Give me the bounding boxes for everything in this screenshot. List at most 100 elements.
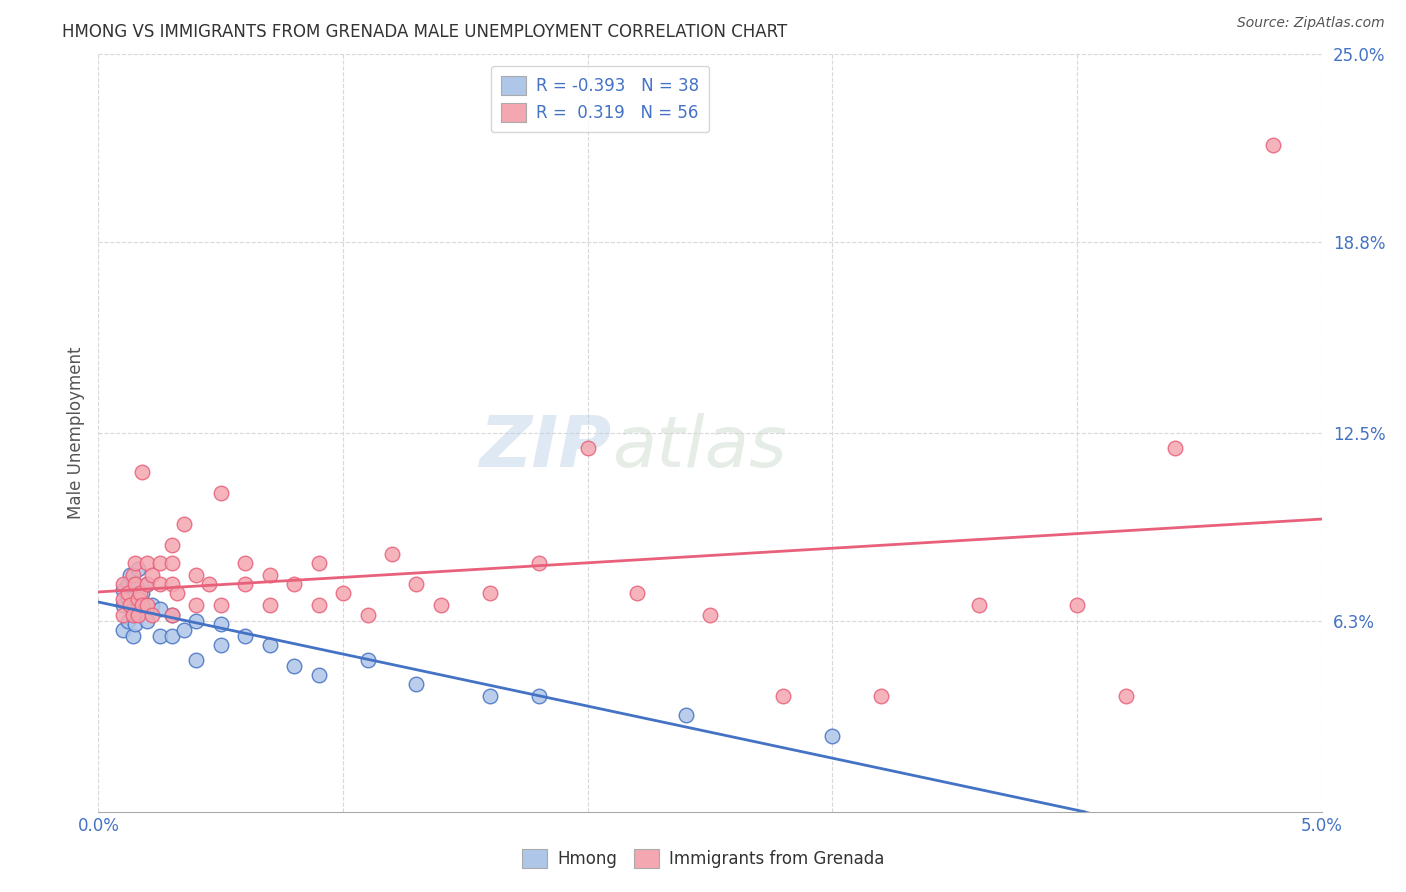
Point bbox=[141, 607, 163, 622]
Point bbox=[149, 601, 172, 615]
Point bbox=[197, 577, 219, 591]
Point bbox=[120, 599, 142, 613]
Point bbox=[111, 592, 134, 607]
Point bbox=[160, 607, 183, 622]
Point bbox=[332, 586, 354, 600]
Point bbox=[136, 614, 159, 628]
Point bbox=[405, 577, 427, 591]
Point bbox=[131, 599, 153, 613]
Legend: Hmong, Immigrants from Grenada: Hmong, Immigrants from Grenada bbox=[516, 842, 890, 875]
Point bbox=[127, 592, 149, 607]
Point bbox=[186, 568, 208, 582]
Point bbox=[149, 577, 172, 591]
Point bbox=[141, 599, 163, 613]
Point bbox=[967, 599, 990, 613]
Point bbox=[186, 653, 208, 667]
Point bbox=[699, 607, 721, 622]
Point bbox=[127, 599, 149, 613]
Point bbox=[209, 486, 232, 500]
Point bbox=[405, 677, 427, 691]
Point bbox=[1261, 137, 1284, 152]
Point bbox=[121, 629, 143, 643]
Text: Source: ZipAtlas.com: Source: ZipAtlas.com bbox=[1237, 16, 1385, 30]
Point bbox=[124, 616, 146, 631]
Point bbox=[117, 586, 139, 600]
Point bbox=[160, 556, 183, 570]
Point bbox=[117, 577, 139, 591]
Point bbox=[127, 562, 149, 576]
Text: HMONG VS IMMIGRANTS FROM GRENADA MALE UNEMPLOYMENT CORRELATION CHART: HMONG VS IMMIGRANTS FROM GRENADA MALE UN… bbox=[62, 23, 787, 41]
Point bbox=[1066, 599, 1088, 613]
Point bbox=[173, 516, 195, 531]
Text: atlas: atlas bbox=[612, 413, 787, 483]
Point bbox=[259, 599, 281, 613]
Point bbox=[186, 599, 208, 613]
Point bbox=[111, 599, 134, 613]
Point bbox=[576, 441, 599, 455]
Point bbox=[527, 690, 550, 704]
Point bbox=[127, 607, 149, 622]
Point bbox=[111, 607, 134, 622]
Point bbox=[283, 659, 305, 673]
Point bbox=[675, 707, 697, 722]
Point bbox=[283, 577, 305, 591]
Point bbox=[173, 623, 195, 637]
Point bbox=[209, 638, 232, 652]
Y-axis label: Male Unemployment: Male Unemployment bbox=[66, 346, 84, 519]
Text: ZIP: ZIP bbox=[479, 413, 612, 483]
Point bbox=[233, 629, 256, 643]
Point bbox=[120, 599, 142, 613]
Point bbox=[381, 547, 404, 561]
Point bbox=[124, 577, 146, 591]
Point bbox=[356, 607, 378, 622]
Point bbox=[821, 729, 844, 743]
Point bbox=[149, 629, 172, 643]
Point bbox=[186, 614, 208, 628]
Point bbox=[136, 577, 159, 591]
Point bbox=[117, 614, 139, 628]
Point bbox=[870, 690, 893, 704]
Point bbox=[111, 583, 134, 598]
Point bbox=[131, 586, 153, 600]
Point bbox=[160, 538, 183, 552]
Point bbox=[308, 668, 330, 682]
Point bbox=[478, 586, 501, 600]
Point bbox=[124, 577, 146, 591]
Point bbox=[120, 568, 142, 582]
Point bbox=[121, 607, 143, 622]
Point bbox=[209, 599, 232, 613]
Point bbox=[233, 556, 256, 570]
Point bbox=[160, 607, 183, 622]
Point bbox=[136, 599, 159, 613]
Point bbox=[121, 607, 143, 622]
Point bbox=[356, 653, 378, 667]
Point bbox=[1164, 441, 1187, 455]
Point bbox=[308, 556, 330, 570]
Point bbox=[121, 568, 143, 582]
Point bbox=[772, 690, 794, 704]
Point bbox=[1115, 690, 1137, 704]
Point bbox=[160, 629, 183, 643]
Point bbox=[129, 586, 152, 600]
Point bbox=[626, 586, 648, 600]
Point bbox=[259, 568, 281, 582]
Point bbox=[527, 556, 550, 570]
Point bbox=[209, 616, 232, 631]
Point bbox=[131, 465, 153, 479]
Point bbox=[478, 690, 501, 704]
Point bbox=[136, 556, 159, 570]
Point bbox=[308, 599, 330, 613]
Point bbox=[149, 556, 172, 570]
Point bbox=[160, 577, 183, 591]
Point bbox=[259, 638, 281, 652]
Point bbox=[136, 577, 159, 591]
Point bbox=[166, 586, 188, 600]
Point bbox=[111, 577, 134, 591]
Point bbox=[430, 599, 453, 613]
Point bbox=[117, 592, 139, 607]
Point bbox=[141, 568, 163, 582]
Point bbox=[111, 623, 134, 637]
Point bbox=[129, 592, 152, 607]
Legend: R = -0.393   N = 38, R =  0.319   N = 56: R = -0.393 N = 38, R = 0.319 N = 56 bbox=[491, 66, 709, 133]
Point bbox=[233, 577, 256, 591]
